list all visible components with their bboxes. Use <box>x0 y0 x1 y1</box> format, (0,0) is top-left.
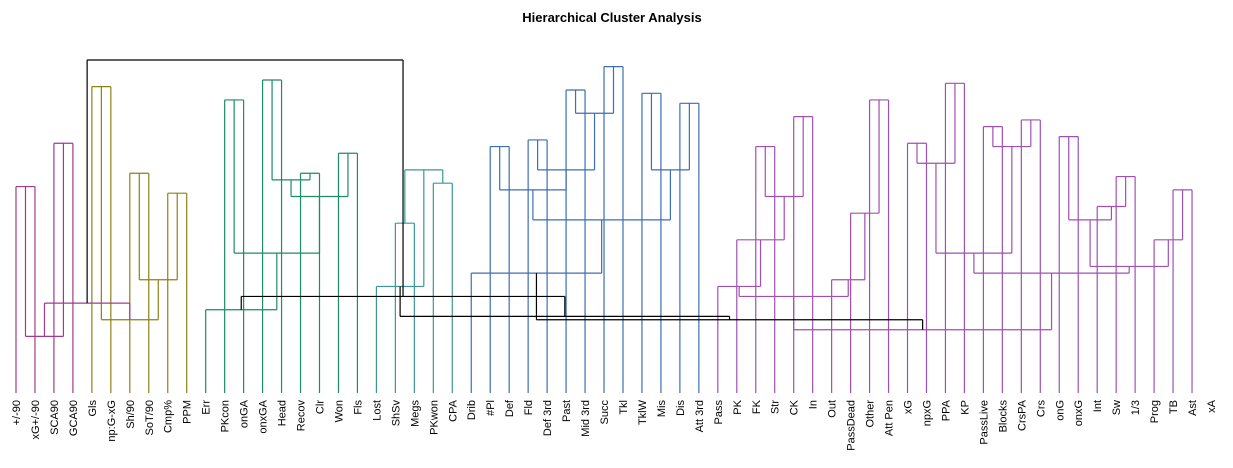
leaf-label: PK <box>732 399 744 414</box>
leaf-label: Tkl <box>618 400 630 415</box>
leaf-label: Past <box>561 400 573 422</box>
leaf-label: Succ <box>599 400 611 425</box>
leaf-label: Out <box>827 400 839 418</box>
leaf-label: Recov <box>296 400 308 432</box>
leaf-label: Ast <box>1187 400 1199 416</box>
leaf-label: Other <box>865 400 877 428</box>
leaf-label: xG <box>903 400 915 414</box>
leaf-label: Head <box>277 400 289 426</box>
leaf-label: onxGA <box>258 399 270 433</box>
leaf-label: TB <box>1168 400 1180 414</box>
leaf-label: Att Pen <box>884 400 896 436</box>
leaf-label: Pass <box>713 400 725 425</box>
leaf-label: PPA <box>940 399 952 421</box>
chart-title: Hierarchical Cluster Analysis <box>522 10 701 25</box>
leaf-label: +/-90 <box>11 400 23 425</box>
leaf-label: onG <box>1054 400 1066 421</box>
leaf-label: Crs <box>1035 400 1047 418</box>
leaf-label: Blocks <box>997 400 1009 433</box>
leaf-label: Drib <box>466 400 478 420</box>
leaf-label: npxG <box>921 400 933 426</box>
leaf-label: Err <box>201 400 213 415</box>
leaf-label: CrsPA <box>1016 399 1028 431</box>
leaf-label: Fls <box>352 400 364 415</box>
leaf-label: FK <box>751 399 763 414</box>
leaf-label: Def <box>504 399 516 417</box>
leaf-label: onxG <box>1073 400 1085 426</box>
leaf-label: Dis <box>675 400 687 416</box>
leaf-label: In <box>808 400 820 409</box>
leaf-label: TklW <box>637 399 649 425</box>
leaf-label: onGA <box>239 399 251 428</box>
leaf-label: PassLive <box>978 400 990 445</box>
leaf-label: Won <box>333 400 345 422</box>
leaf-label: Int <box>1092 400 1104 412</box>
leaf-label: np:G-xG <box>106 400 118 442</box>
leaf-label: Megs <box>409 400 421 427</box>
leaf-label: #Pl <box>485 400 497 416</box>
leaf-labels: +/-90 xG+/-90 SCA90 GCA90 Gls np:G-xG Sh/90 SoT… <box>11 399 1218 451</box>
leaf-label: xA <box>1206 399 1218 413</box>
leaf-label: ShSv <box>390 400 402 427</box>
leaf-label: GCA90 <box>68 400 80 436</box>
leaf-label: CPA <box>447 399 459 421</box>
leaf-label: SCA90 <box>49 400 61 435</box>
leaf-label: 1/3 <box>1130 400 1142 415</box>
leaf-label: KP <box>959 400 971 415</box>
leaf-label: Att 3rd <box>694 400 706 432</box>
leaf-label: Cmp% <box>163 400 175 433</box>
leaf-label: Mid 3rd <box>580 400 592 437</box>
leaf-label: PassDead <box>846 400 858 451</box>
leaf-label: Mis <box>656 400 668 418</box>
leaf-label: Sh/90 <box>125 400 137 429</box>
leaf-label: Prog <box>1149 400 1161 423</box>
leaf-label: Def 3rd <box>542 400 554 436</box>
leaf-label: Clr <box>314 400 326 414</box>
leaf-label: Str <box>770 400 782 414</box>
leaf-label: Gls <box>87 400 99 417</box>
leaf-label: CK <box>789 399 801 415</box>
dendrogram-links <box>15 59 1193 393</box>
leaf-label: xG+/-90 <box>30 400 42 439</box>
leaf-label: Lost <box>371 400 383 421</box>
leaf-label: PKwon <box>428 400 440 435</box>
leaf-label: PKcon <box>220 400 232 432</box>
leaf-label: SoT/90 <box>144 400 156 435</box>
leaf-label: Fld <box>523 400 535 415</box>
leaf-label: PPM <box>182 400 194 424</box>
leaf-label: Sw <box>1111 400 1123 415</box>
